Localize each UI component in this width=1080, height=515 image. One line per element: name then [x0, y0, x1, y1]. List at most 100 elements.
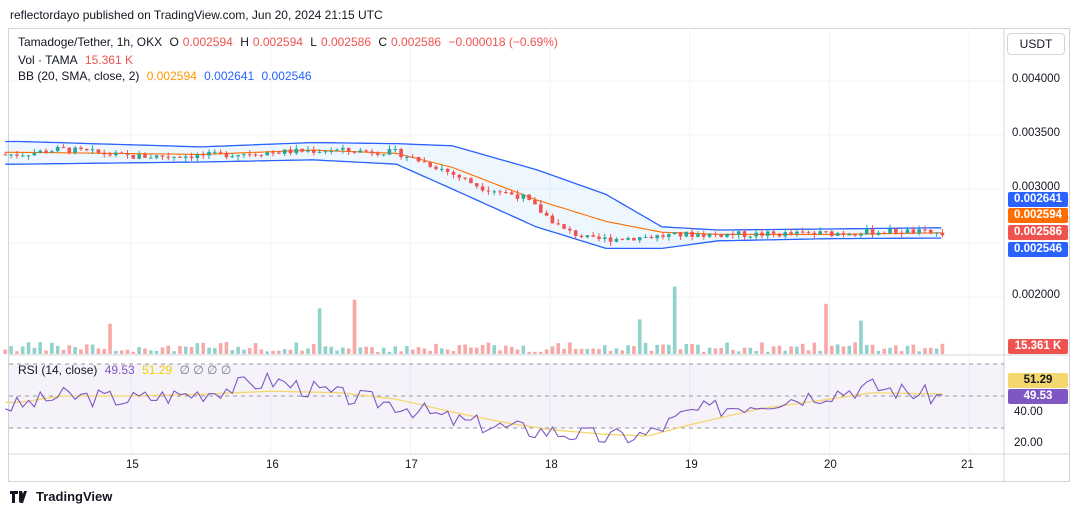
- candle-body: [440, 168, 444, 170]
- volume-bar: [754, 351, 758, 354]
- volume-bar: [760, 342, 764, 354]
- volume-bar: [213, 348, 217, 354]
- volume-bar: [684, 344, 689, 354]
- candle-body: [748, 236, 753, 238]
- volume-bar: [632, 346, 636, 354]
- candle-body: [213, 151, 217, 153]
- volume-bar: [731, 349, 735, 354]
- candle-body: [533, 199, 537, 205]
- volume-bar: [504, 345, 508, 354]
- volume-bar: [515, 349, 520, 354]
- candle-body: [492, 191, 497, 193]
- candle-body: [358, 150, 363, 153]
- published-byline: reflectordayo published on TradingView.c…: [10, 8, 383, 22]
- volume-bar: [358, 347, 363, 354]
- candle-body: [90, 149, 95, 151]
- volume-bar: [44, 350, 48, 354]
- volume-bar: [847, 345, 852, 354]
- candle-body: [137, 154, 141, 159]
- tradingview-logo[interactable]: TradingView: [10, 489, 112, 504]
- volume-bar: [643, 342, 648, 354]
- volume-bar: [835, 344, 840, 354]
- candle-body: [812, 232, 817, 235]
- volume-bar: [719, 348, 724, 354]
- bb-lower-tag: 0.002546: [1008, 242, 1068, 257]
- candle-body: [882, 232, 887, 234]
- volume-bar: [311, 344, 316, 354]
- volume-bar: [818, 350, 822, 354]
- candle-body: [172, 156, 176, 158]
- candle-body: [480, 186, 485, 191]
- volume-bar: [736, 351, 741, 354]
- candle-body: [160, 155, 165, 157]
- candle-body: [911, 229, 916, 234]
- candle-body: [800, 231, 805, 233]
- volume-bar: [346, 348, 351, 354]
- candle-body: [731, 233, 735, 235]
- volume-bar: [207, 347, 211, 354]
- volume-label[interactable]: Vol · TAMA: [18, 53, 78, 67]
- candle-body: [311, 150, 316, 153]
- volume-bar: [20, 346, 25, 354]
- candle-body: [905, 229, 910, 234]
- volume-bar: [626, 345, 630, 354]
- rsi-label[interactable]: RSI (14, close): [18, 363, 98, 377]
- chart-frame[interactable]: [8, 28, 1070, 482]
- volume-bar: [905, 345, 910, 354]
- volume-bar: [707, 347, 712, 354]
- candle-body: [847, 234, 852, 236]
- candle-body: [538, 204, 543, 213]
- candle-body: [521, 194, 526, 199]
- candle-body: [789, 232, 793, 234]
- volume-bar: [38, 342, 42, 354]
- candle-body: [876, 232, 881, 235]
- volume-bar: [178, 345, 182, 354]
- candle-body: [399, 149, 403, 158]
- bb-lower-value: 0.002546: [261, 69, 312, 83]
- volume-bar: [713, 348, 718, 354]
- volume-bar: [422, 348, 427, 354]
- candle-body: [428, 162, 432, 167]
- volume-bar: [469, 347, 473, 354]
- close-price-tag: 0.002586: [1008, 225, 1068, 240]
- candle-body: [463, 177, 467, 179]
- symbol-label[interactable]: Tamadoge/Tether, 1h, OKX: [18, 35, 163, 49]
- volume-bar: [608, 350, 613, 354]
- volume-bar: [800, 343, 805, 354]
- candle-body: [387, 149, 392, 155]
- candle-body: [236, 154, 240, 157]
- volume-bar: [725, 342, 729, 354]
- bb-legend: BB (20, SMA, close, 2) 0.002594 0.002641…: [18, 69, 316, 83]
- volume-bar: [795, 346, 799, 354]
- candle-body: [771, 231, 776, 234]
- candle-body: [818, 231, 822, 235]
- candle-body: [277, 152, 281, 154]
- bb-label[interactable]: BB (20, SMA, close, 2): [18, 69, 140, 83]
- bb-basis-tag: 0.002594: [1008, 208, 1068, 223]
- volume-bar: [300, 350, 304, 354]
- price-tick: 0.002000: [1012, 289, 1060, 301]
- candle-body: [323, 151, 328, 153]
- candle-body: [242, 154, 246, 156]
- volume-bar: [830, 345, 834, 354]
- time-tick: 19: [685, 459, 698, 471]
- volume-bar: [573, 349, 578, 354]
- low-value: 0.002586: [320, 35, 372, 49]
- candle-body: [550, 215, 555, 224]
- candle-body: [32, 152, 37, 156]
- candle-body: [684, 231, 689, 237]
- candle-body: [451, 171, 456, 175]
- volume-bar: [876, 350, 881, 354]
- volume-bar: [32, 347, 37, 354]
- volume-bar: [742, 347, 747, 354]
- candle-body: [701, 234, 706, 237]
- candle-body: [765, 231, 770, 236]
- bb-basis-value: 0.002594: [146, 69, 197, 83]
- candle-body: [573, 230, 578, 236]
- candle-body: [835, 233, 840, 236]
- candle-body: [474, 183, 479, 187]
- volume-bar: [672, 286, 677, 354]
- candle-body: [352, 151, 357, 153]
- currency-button[interactable]: USDT: [1007, 33, 1065, 55]
